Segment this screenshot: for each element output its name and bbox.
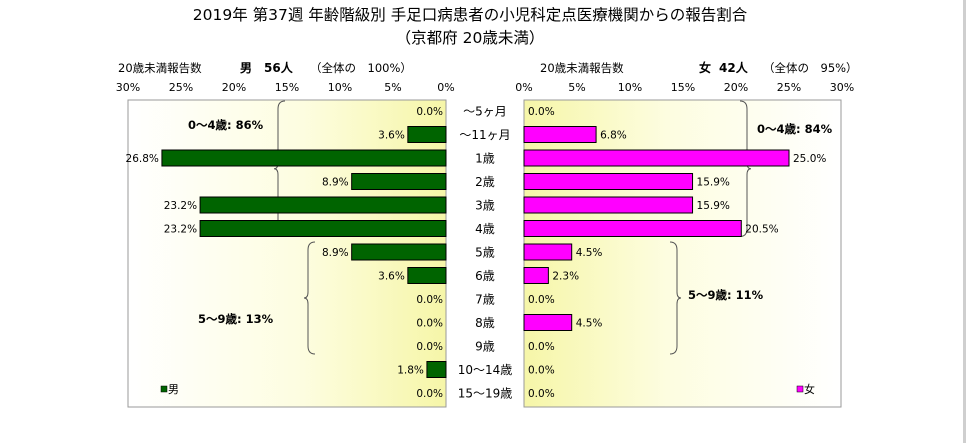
female-legend-label: 女 [804, 382, 815, 396]
category-label: 〜11ヶ月 [459, 128, 510, 142]
male-data-label: 23.2% [164, 200, 197, 212]
category-label: 1歳 [475, 152, 495, 166]
female-data-label: 4.5% [576, 318, 603, 330]
female-header-label: 20歳未満報告数 [540, 61, 624, 75]
male-data-label: 1.8% [397, 365, 424, 377]
category-label: 8歳 [475, 316, 495, 330]
female-header-count: 42人 [719, 60, 749, 75]
male-header-count: 56人 [264, 60, 294, 75]
female-bar [523, 196, 694, 214]
male-data-label: 8.9% [322, 247, 349, 259]
female-bar [523, 243, 573, 261]
male-bar [199, 220, 447, 237]
female-bar [523, 126, 597, 143]
female-header-total: （全体の 95%） [763, 61, 858, 75]
male-data-label: 0.0% [416, 318, 443, 330]
male-data-label: 26.8% [126, 153, 159, 165]
female-data-label: 0.0% [528, 365, 555, 377]
male-data-label: 3.6% [378, 271, 405, 283]
female-x-tick-label: 20% [724, 81, 748, 94]
female-group-label-5-9: 5〜9歳: 11% [688, 288, 764, 302]
female-x-tick-label: 30% [830, 81, 854, 94]
male-bar [351, 173, 447, 190]
female-bar [523, 173, 694, 190]
category-label: 〜5ヶ月 [463, 105, 507, 119]
male-bar [199, 196, 447, 214]
category-label: 3歳 [475, 199, 495, 213]
category-label: 6歳 [475, 269, 495, 283]
male-x-tick-label: 30% [116, 81, 140, 94]
male-data-label: 3.6% [378, 130, 405, 142]
male-age-bracket-5-9 [303, 241, 316, 355]
male-bar [426, 361, 447, 378]
male-group-label-5-9: 5〜9歳: 13% [198, 312, 274, 326]
male-bar [407, 126, 447, 143]
female-data-label: 2.3% [552, 271, 579, 283]
female-data-label: 6.8% [600, 130, 627, 142]
female-age-bracket-0-4 [739, 100, 752, 237]
male-bar [351, 243, 447, 261]
female-data-label: 20.5% [745, 224, 778, 236]
male-header-label: 20歳未満報告数 [118, 61, 202, 75]
female-data-label: 0.0% [528, 106, 555, 118]
male-bar [407, 267, 447, 284]
category-label: 15〜19歳 [458, 387, 513, 401]
female-x-tick-label: 15% [671, 81, 695, 94]
category-label: 4歳 [475, 222, 495, 236]
male-data-label: 23.2% [164, 224, 197, 236]
female-data-label: 0.0% [528, 294, 555, 306]
female-data-label: 15.9% [697, 177, 730, 189]
chart-subtitle: （京都府 20歳未満） [396, 29, 545, 47]
male-data-label: 0.0% [416, 294, 443, 306]
category-label: 5歳 [475, 246, 495, 260]
male-x-tick-label: 0% [437, 81, 454, 94]
male-data-label: 0.0% [416, 106, 443, 118]
male-data-label: 8.9% [322, 177, 349, 189]
female-group-label-0-4: 0〜4歳: 84% [757, 122, 833, 136]
male-x-tick-label: 20% [222, 81, 246, 94]
male-legend-label: 男 [168, 383, 179, 396]
male-data-label: 0.0% [416, 388, 443, 400]
male-x-tick-label: 15% [275, 81, 299, 94]
female-bar [523, 149, 790, 167]
category-label: 7歳 [475, 293, 495, 307]
frame-edge [963, 0, 966, 443]
female-header-name: 女 [699, 60, 711, 75]
female-bar [523, 220, 742, 237]
male-x-tick-label: 25% [169, 81, 193, 94]
female-data-label: 25.0% [793, 153, 826, 165]
male-x-tick-label: 5% [384, 81, 401, 94]
female-age-bracket-5-9 [669, 241, 682, 355]
female-x-tick-label: 0% [515, 81, 532, 94]
male-bar [161, 149, 447, 167]
female-x-tick-label: 25% [777, 81, 801, 94]
female-bar [523, 267, 549, 284]
category-label: 2歳 [475, 175, 495, 189]
male-group-label-0-4: 0〜4歳: 86% [188, 118, 264, 132]
female-legend-swatch [796, 385, 804, 393]
male-header-total: （全体の 100%） [310, 61, 412, 75]
female-data-label: 4.5% [576, 247, 603, 259]
female-data-label: 0.0% [528, 388, 555, 400]
category-label: 9歳 [475, 340, 495, 354]
male-header-name: 男 [240, 61, 252, 75]
female-x-tick-label: 10% [618, 81, 642, 94]
category-label: 10〜14歳 [458, 363, 513, 377]
male-x-tick-label: 10% [328, 81, 352, 94]
female-data-label: 0.0% [528, 341, 555, 353]
male-data-label: 0.0% [416, 341, 443, 353]
female-data-label: 15.9% [697, 200, 730, 212]
female-x-tick-label: 5% [568, 81, 585, 94]
male-legend-swatch [160, 385, 168, 393]
chart-title: 2019年 第37週 年齢階級別 手足口病患者の小児科定点医療機関からの報告割合 [193, 6, 748, 24]
female-bar [523, 314, 573, 331]
